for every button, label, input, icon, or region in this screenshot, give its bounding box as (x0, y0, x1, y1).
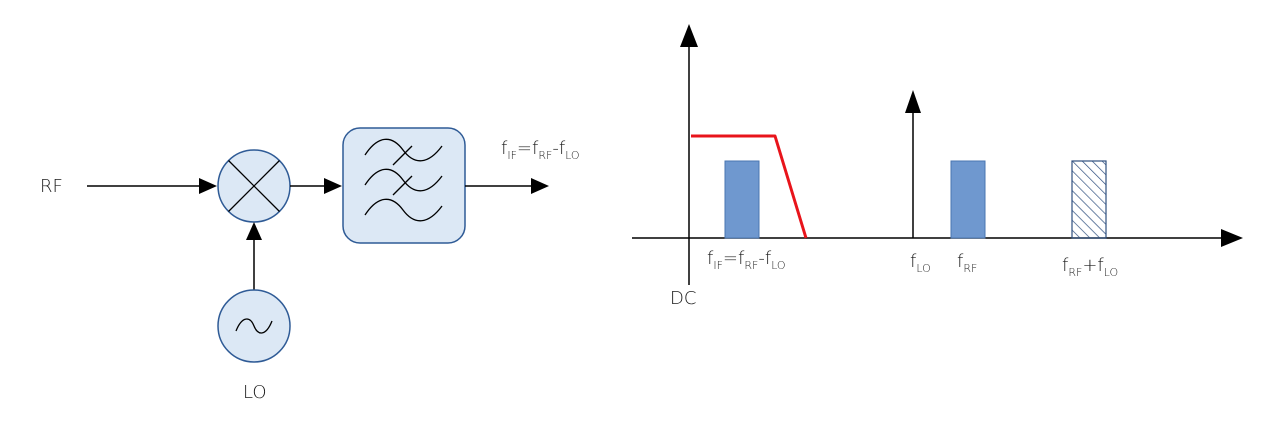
lo-label: LO (243, 382, 267, 403)
rf-frequency-label: fRF (957, 251, 978, 275)
bandpass-filter-icon (342, 127, 466, 244)
if-f-lo: f (764, 248, 772, 269)
lo-frequency-label: fLO (910, 251, 931, 275)
sum-rf-sub: RF (1068, 266, 1083, 279)
output-f: f (501, 138, 508, 159)
block-diagram (87, 127, 549, 363)
output-eq: = (516, 138, 533, 159)
output-frequency-label: fIF=fRF-fLO (501, 138, 580, 162)
oscillator-icon (217, 289, 291, 363)
if-frequency-label: fIF=fRF-fLO (707, 248, 786, 272)
if-f-rf: f (738, 248, 745, 269)
filter-response-line (691, 134, 808, 239)
if-minus: - (758, 248, 765, 269)
frequency-axis-arrowhead (1221, 229, 1243, 247)
output-f-rf: f (532, 138, 539, 159)
if-eq: = (722, 248, 739, 269)
sum-plus: + (1082, 255, 1098, 276)
sum-bar (1071, 160, 1107, 239)
output-if-sub: IF (507, 149, 517, 162)
if-bar (724, 160, 760, 239)
sum-f-lo: f (1097, 255, 1104, 276)
output-f-lo: f (558, 138, 566, 159)
rf-arrowhead (199, 178, 217, 194)
output-minus: - (552, 138, 559, 159)
spectrum-plot (632, 24, 1243, 285)
output-lo-sub: LO (565, 149, 580, 162)
lo-arrowhead (246, 222, 262, 240)
output-arrowhead (531, 178, 549, 194)
rf-bar (950, 160, 986, 239)
if-if-sub: IF (713, 259, 723, 272)
lo-sub: LO (916, 262, 931, 275)
dc-axis-arrowhead (680, 24, 698, 47)
output-rf-sub: RF (538, 149, 553, 162)
dc-label: DC (670, 288, 697, 309)
if-rf-sub: RF (744, 259, 759, 272)
sum-frequency-label: fRF+fLO (1062, 255, 1119, 279)
sum-lo-sub: LO (1103, 266, 1119, 279)
sum-f-rf: f (1062, 255, 1069, 276)
lo-impulse-arrowhead (905, 90, 921, 113)
rf-f: f (957, 251, 964, 272)
rf-sub: RF (963, 262, 978, 275)
if-f: f (707, 248, 714, 269)
rf-label: RF (40, 176, 63, 197)
if-lo-sub: LO (771, 259, 786, 272)
mixer-icon (217, 149, 291, 223)
filter-arrowhead (324, 178, 342, 194)
lo-f: f (910, 251, 917, 272)
